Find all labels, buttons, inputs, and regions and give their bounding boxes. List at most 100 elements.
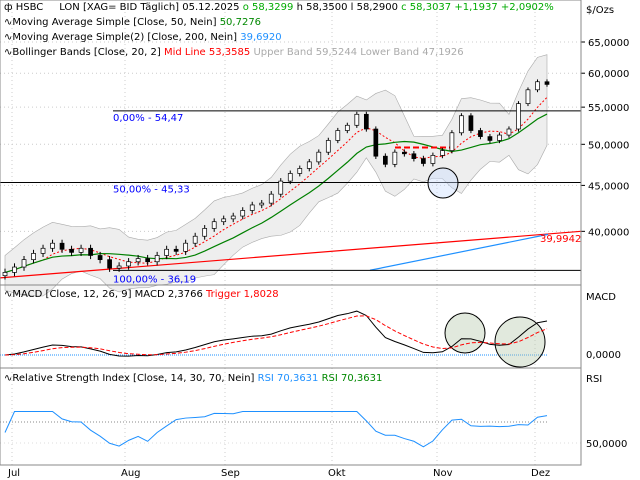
candle-body bbox=[392, 151, 398, 165]
open: o 58,3299 bbox=[242, 2, 294, 13]
candle-body bbox=[287, 173, 293, 182]
candle-body bbox=[40, 247, 46, 254]
fib-level-label: 50,00% - 45,33 bbox=[113, 185, 190, 196]
candle-body bbox=[173, 248, 179, 252]
candle-body bbox=[2, 272, 8, 277]
candle-body bbox=[306, 161, 312, 169]
candle-body bbox=[259, 202, 265, 206]
y-tick-label: 40,0000 bbox=[588, 227, 629, 238]
x-tick-label: Dez bbox=[531, 468, 550, 479]
candle-body bbox=[535, 81, 540, 91]
rsi-panel-border bbox=[0, 367, 582, 466]
candle-body bbox=[31, 253, 36, 260]
highlight-circle bbox=[427, 167, 459, 199]
candle-body bbox=[344, 124, 350, 131]
candle-body bbox=[383, 155, 388, 165]
candle-body bbox=[164, 248, 169, 256]
candle-body bbox=[544, 81, 550, 85]
candle-body bbox=[59, 242, 65, 250]
candle-body bbox=[192, 235, 198, 244]
bollinger-band-area bbox=[4, 54, 548, 297]
symbol-icon: ф bbox=[4, 2, 13, 13]
candle-body bbox=[202, 228, 208, 237]
trendline-value: 39,9942 bbox=[540, 234, 581, 245]
candle-body bbox=[145, 258, 150, 263]
candle-body bbox=[373, 128, 379, 157]
macd-legend[interactable]: ∿MACD [Close, 12, 26, 9] MACD 2,3766 Tri… bbox=[4, 289, 279, 300]
change: +1,1937 bbox=[454, 2, 498, 13]
candle-body bbox=[459, 115, 464, 134]
symbol: HSBC bbox=[15, 2, 44, 13]
candle-body bbox=[478, 130, 483, 137]
candle-body bbox=[268, 193, 274, 204]
candle-body bbox=[506, 128, 512, 136]
candle-body bbox=[325, 140, 331, 153]
candle-body bbox=[21, 259, 27, 268]
low: l 58,2900 bbox=[350, 2, 398, 13]
rsi-axis-label: RSI bbox=[586, 374, 602, 385]
candle-body bbox=[316, 151, 322, 163]
exchange: LON [XAG= BID Täglich] bbox=[59, 2, 180, 13]
x-tick-label: Nov bbox=[433, 468, 453, 479]
ma50-legend[interactable]: ∿Moving Average Simple [Close, 50, Nein]… bbox=[4, 17, 262, 28]
candle-body bbox=[440, 150, 445, 156]
close: c 58,3037 bbox=[401, 2, 452, 13]
candle-body bbox=[12, 266, 17, 273]
candle-body bbox=[211, 221, 217, 229]
candle-body bbox=[525, 89, 531, 104]
trigger-line bbox=[4, 315, 548, 356]
candle-body bbox=[240, 210, 246, 217]
x-tick-label: Aug bbox=[121, 468, 141, 479]
candle-body bbox=[421, 158, 426, 164]
macd-line bbox=[4, 310, 548, 357]
candle-body bbox=[221, 218, 227, 223]
macd-axis-label: MACD bbox=[586, 292, 616, 303]
candle-body bbox=[335, 130, 341, 141]
change-pct: +2,0902% bbox=[500, 2, 554, 13]
rsi-line bbox=[4, 411, 548, 448]
y-tick-label: 50,0000 bbox=[588, 140, 629, 151]
candle-body bbox=[516, 103, 521, 130]
y-tick-label: 55,0000 bbox=[588, 103, 629, 114]
candle-body bbox=[183, 242, 189, 252]
candle-body bbox=[154, 255, 160, 263]
x-tick-label: Sep bbox=[221, 468, 240, 479]
candle-body bbox=[468, 115, 474, 131]
unit-label: $/Ozs bbox=[586, 5, 614, 16]
high: h 58,3500 bbox=[296, 2, 348, 13]
candle-body bbox=[278, 180, 284, 195]
indicator-icon: ∿ bbox=[4, 47, 13, 58]
header-legend: ф HSBC LON [XAG= BID Täglich] 05.12.2025… bbox=[4, 2, 554, 13]
ma200-line bbox=[369, 233, 549, 271]
candle-body bbox=[97, 255, 103, 260]
x-tick-label: Jul bbox=[7, 468, 20, 479]
macd-highlight-circle bbox=[494, 316, 546, 368]
indicator-icon: ∿ bbox=[4, 17, 13, 28]
candle-body bbox=[411, 153, 417, 159]
fib-level-label: 0,00% - 54,47 bbox=[113, 113, 183, 124]
indicator-icon: ∿ bbox=[4, 373, 13, 384]
candle-body bbox=[126, 261, 131, 267]
indicator-icon: ∿ bbox=[4, 32, 13, 43]
candle-body bbox=[107, 259, 112, 269]
candle-body bbox=[497, 134, 502, 141]
rsi-legend[interactable]: ∿Relative Strength Index [Close, 14, 30,… bbox=[4, 373, 383, 384]
x-tick-label: Okt bbox=[328, 468, 346, 479]
candle-body bbox=[69, 248, 74, 253]
candle-body bbox=[135, 258, 141, 263]
bb-legend[interactable]: ∿Bollinger Bands [Close, 20, 2] Mid Line… bbox=[4, 47, 464, 58]
candle-body bbox=[116, 265, 122, 269]
candle-body bbox=[78, 247, 84, 253]
bollinger-mid-line bbox=[4, 96, 548, 273]
candle-body bbox=[449, 132, 455, 151]
rsi-fifty-label: 50,0000 bbox=[586, 439, 627, 450]
ma50-line bbox=[4, 113, 548, 274]
candle-body bbox=[487, 136, 493, 141]
candle-body bbox=[297, 168, 303, 174]
ma200-legend[interactable]: ∿Moving Average Simple(2) [Close, 200, N… bbox=[4, 32, 282, 43]
fib-level-label: 100,00% - 36,19 bbox=[113, 274, 196, 285]
date: 05.12.2025 bbox=[182, 2, 240, 13]
candle-body bbox=[230, 215, 236, 220]
candle-body bbox=[402, 151, 407, 155]
